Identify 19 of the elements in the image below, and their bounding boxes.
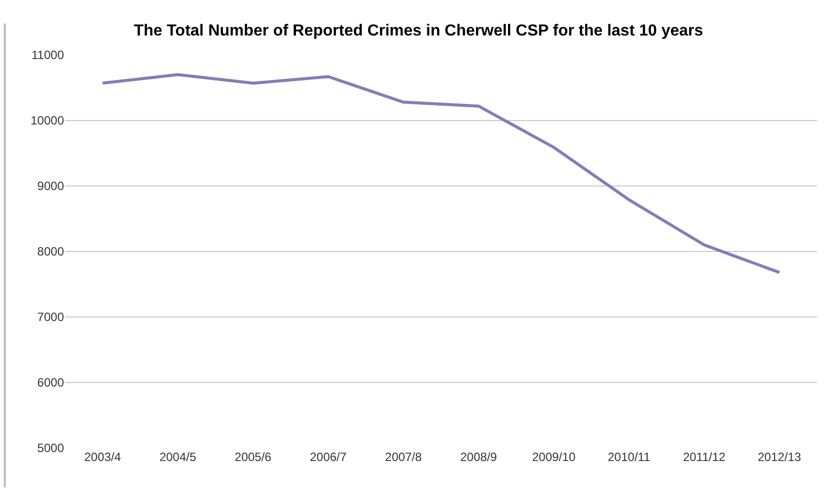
y-tick-label: 10000 <box>30 114 64 128</box>
x-tick-label: 2011/12 <box>682 450 726 464</box>
chart-title: The Total Number of Reported Crimes in Cherwell CSP for the last 10 years <box>134 22 704 40</box>
y-tick-label: 11000 <box>32 48 64 62</box>
x-tick-label: 2012/13 <box>758 450 802 464</box>
x-tick-label: 2007/8 <box>385 450 422 464</box>
x-tick-label: 2010/11 <box>608 450 651 464</box>
y-tick-label: 7000 <box>37 310 64 324</box>
y-tick-label: 9000 <box>37 179 64 194</box>
y-tick-label: 6000 <box>37 376 64 390</box>
x-tick-label: 2006/7 <box>310 450 347 464</box>
x-tick-label: 2009/10 <box>532 450 576 464</box>
x-tick-label: 2003/4 <box>84 450 122 464</box>
x-tick-label: 2008/9 <box>460 450 498 464</box>
x-tick-label: 2005/6 <box>234 450 272 464</box>
line-series <box>101 73 781 274</box>
y-tick-label: 5000 <box>37 441 64 456</box>
y-tick-label: 8000 <box>37 244 64 259</box>
x-tick-label: 2004/5 <box>159 450 196 464</box>
